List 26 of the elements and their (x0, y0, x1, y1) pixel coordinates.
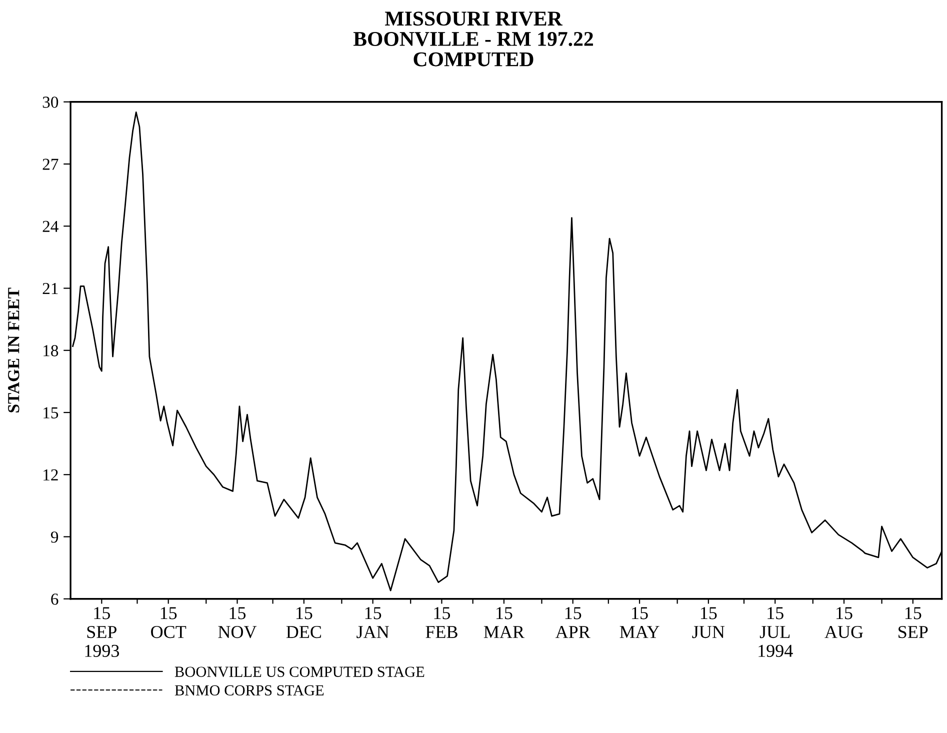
y-tick-label: 9 (50, 531, 58, 543)
x-tick-label: 15 JUN (692, 607, 725, 638)
x-tick-label: 15 DEC (286, 607, 321, 638)
y-tick-label: 27 (42, 158, 58, 170)
x-tick-label: 15 AUG (824, 607, 863, 638)
y-tick-label: 18 (44, 345, 58, 356)
y-tick-label: 21 (42, 283, 58, 294)
x-tick-label: 15 JUL 1994 (758, 607, 793, 657)
y-tick-label: 6 (51, 594, 58, 605)
legend-label: BNMO CORPS STAGE (174, 685, 324, 696)
chart-title: MISSOURI RIVER BOONVILLE - RM 197.22 COMPUTED (353, 12, 593, 66)
x-tick-label: 15 MAR (484, 607, 524, 638)
x-tick-label: 15 APR (555, 607, 590, 638)
y-tick-label: 24 (42, 220, 58, 232)
x-tick-label: 15 SEP (898, 607, 928, 638)
x-tick-label: 15 JAN (356, 607, 389, 638)
y-tick-label: 15 (44, 407, 58, 418)
x-tick-label: 15 MAY (620, 607, 660, 638)
x-tick-label: 15 SEP 1993 (85, 607, 120, 657)
text: BOONVILLE US COMPUTED STAGE (174, 666, 424, 678)
x-tick-label: 15 NOV (218, 607, 257, 638)
x-tick-label: 15 OCT (151, 607, 186, 638)
y-axis-title: STAGE IN FEET (8, 288, 20, 412)
x-tick-label: 15 FEB (426, 607, 458, 638)
y-tick-label: 12 (44, 469, 58, 480)
y-tick-label: 30 (42, 96, 58, 108)
